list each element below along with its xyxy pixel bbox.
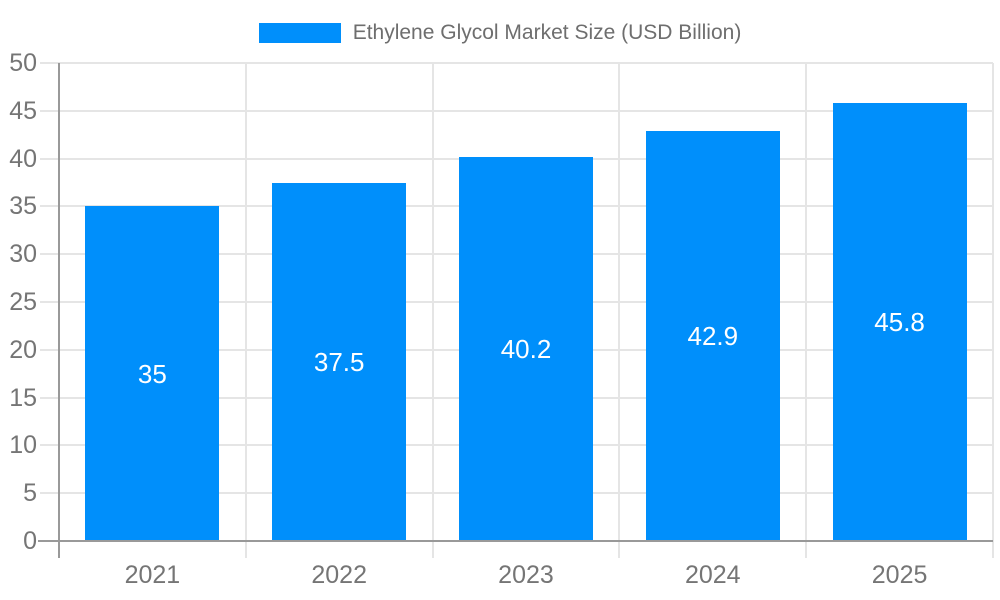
bar-2023[interactable] — [459, 156, 593, 541]
y-axis-tick-label: 5 — [23, 479, 37, 508]
x-axis-tick — [805, 541, 808, 558]
y-axis-tick-label: 35 — [9, 192, 37, 221]
bar-value-label: 42.9 — [687, 320, 739, 351]
gridline-h — [40, 109, 993, 112]
x-axis-tick — [992, 541, 994, 558]
gridline-v — [992, 63, 994, 541]
bar-2025[interactable] — [832, 103, 967, 541]
y-axis-tick-label: 0 — [23, 527, 37, 555]
gridline-v — [805, 63, 808, 541]
bar-2024[interactable] — [645, 130, 780, 541]
bar-value-label: 35 — [137, 358, 167, 389]
bar-2022[interactable] — [272, 182, 407, 541]
y-axis-tick-label: 40 — [9, 144, 37, 173]
gridline-v — [431, 63, 434, 541]
bar-value-label: 37.5 — [313, 346, 365, 377]
legend: Ethylene Glycol Market Size (USD Billion… — [0, 21, 1000, 45]
y-axis-tick-label: 50 — [9, 49, 37, 77]
x-axis-tick — [244, 541, 247, 558]
y-axis-tick-label: 20 — [9, 335, 37, 364]
gridline-v — [244, 63, 247, 541]
bar-value-label: 40.2 — [500, 333, 552, 364]
y-axis-tick-label: 30 — [9, 240, 37, 269]
x-axis-category-label: 2024 — [684, 561, 741, 589]
y-axis-tick-label: 15 — [9, 383, 37, 412]
legend-swatch — [258, 23, 341, 43]
gridline-h — [40, 62, 993, 64]
legend-label: Ethylene Glycol Market Size (USD Billion… — [352, 21, 742, 44]
y-axis-tick-label: 25 — [9, 288, 37, 316]
y-axis-tick-label: 10 — [9, 431, 37, 460]
bar-value-label: 45.8 — [874, 307, 925, 338]
x-axis-tick — [618, 541, 621, 558]
y-axis-line — [58, 63, 60, 558]
gridline-v — [618, 63, 621, 541]
bar-2021[interactable] — [85, 206, 220, 541]
x-axis-tick — [431, 541, 434, 558]
x-axis-category-label: 2025 — [871, 561, 928, 589]
y-axis-tick-label: 45 — [9, 96, 37, 125]
x-axis-category-label: 2021 — [124, 561, 181, 589]
legend-item[interactable]: Ethylene Glycol Market Size (USD Billion… — [258, 21, 742, 45]
x-axis-category-label: 2023 — [498, 561, 554, 589]
plot-area: 0 5 10 15 20 25 30 35 40 45 50 35 2021 37.5 2022 40.2 20… — [9, 49, 994, 589]
x-axis-line — [38, 540, 993, 542]
x-axis-category-label: 2022 — [311, 561, 367, 589]
